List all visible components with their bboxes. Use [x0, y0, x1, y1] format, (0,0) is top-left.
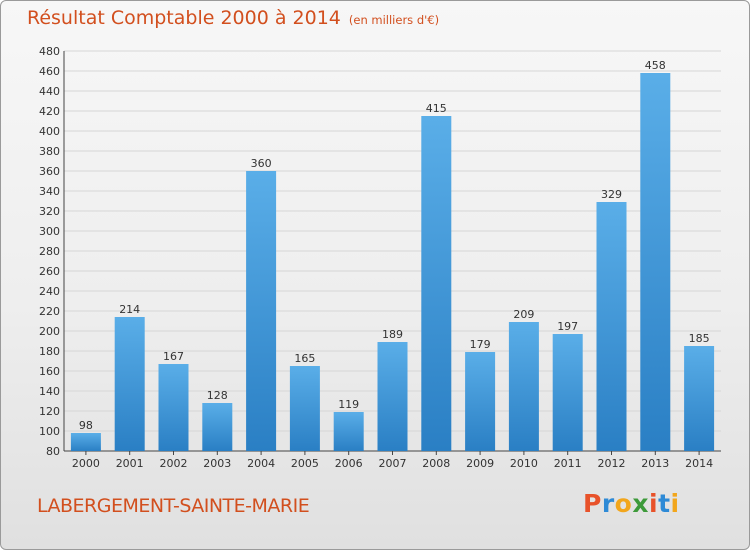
data-label: 415 [426, 102, 447, 115]
data-label: 128 [207, 389, 228, 402]
commune-name: LABERGEMENT-SAINTE-MARIE [37, 495, 310, 517]
y-tick-label: 140 [39, 385, 60, 398]
y-tick-label: 440 [39, 85, 60, 98]
logo-letter: t [658, 489, 671, 518]
bar [289, 366, 320, 451]
y-tick-label: 380 [39, 145, 60, 158]
bar [246, 171, 277, 451]
data-label: 119 [338, 398, 359, 411]
y-tick-label: 260 [39, 265, 60, 278]
bar [508, 322, 539, 451]
y-tick-label: 300 [39, 225, 60, 238]
chart-title-main: Résultat Comptable 2000 à 2014 [27, 7, 341, 29]
x-tick-label: 2009 [466, 457, 494, 470]
bar [684, 346, 715, 451]
data-label: 197 [557, 320, 578, 333]
y-tick-label: 340 [39, 185, 60, 198]
x-tick-label: 2000 [72, 457, 100, 470]
bar [421, 116, 452, 451]
x-tick-label: 2005 [291, 457, 319, 470]
x-tick-label: 2006 [335, 457, 363, 470]
bar [552, 334, 583, 451]
y-tick-label: 220 [39, 305, 60, 318]
y-tick-label: 420 [39, 105, 60, 118]
bar [158, 364, 189, 451]
y-tick-label: 360 [39, 165, 60, 178]
bar [333, 412, 364, 451]
data-label: 209 [513, 308, 534, 321]
data-label: 179 [470, 338, 491, 351]
data-label: 360 [251, 157, 272, 170]
x-tick-label: 2014 [685, 457, 713, 470]
y-tick-label: 200 [39, 325, 60, 338]
data-label: 214 [119, 303, 140, 316]
bar [377, 342, 408, 451]
x-tick-label: 2003 [203, 457, 231, 470]
logo-letter: x [632, 489, 649, 518]
logo-letter: i [670, 489, 680, 518]
y-tick-label: 120 [39, 405, 60, 418]
y-tick-label: 480 [39, 45, 60, 58]
x-tick-label: 2001 [116, 457, 144, 470]
data-label: 189 [382, 328, 403, 341]
data-label: 167 [163, 350, 184, 363]
x-tick-label: 2007 [379, 457, 407, 470]
data-label: 185 [689, 332, 710, 345]
x-tick-label: 2008 [422, 457, 450, 470]
bar [465, 352, 496, 451]
y-tick-label: 280 [39, 245, 60, 258]
y-tick-label: 80 [46, 445, 60, 458]
y-tick-label: 320 [39, 205, 60, 218]
x-tick-label: 2013 [641, 457, 669, 470]
y-tick-label: 460 [39, 65, 60, 78]
chart-title-unit: (en milliers d'€) [348, 13, 440, 27]
chart-title: Résultat Comptable 2000 à 2014 (en millie… [27, 7, 439, 29]
y-tick-label: 180 [39, 345, 60, 358]
x-tick-label: 2004 [247, 457, 275, 470]
bar [640, 73, 671, 451]
logo-letter: r [601, 489, 615, 518]
data-label: 98 [79, 419, 93, 432]
bar [114, 317, 145, 451]
logo-letter: P [583, 489, 602, 518]
x-tick-label: 2012 [598, 457, 626, 470]
bar [202, 403, 233, 451]
x-tick-label: 2011 [554, 457, 582, 470]
y-tick-label: 240 [39, 285, 60, 298]
data-label: 458 [645, 59, 666, 72]
x-tick-label: 2002 [160, 457, 188, 470]
proxiti-logo: Proxiti [583, 489, 680, 518]
y-tick-label: 100 [39, 425, 60, 438]
x-tick-label: 2010 [510, 457, 538, 470]
y-tick-label: 160 [39, 365, 60, 378]
data-label: 165 [294, 352, 315, 365]
y-tick-label: 400 [39, 125, 60, 138]
bar [596, 202, 627, 451]
logo-letter: i [649, 489, 659, 518]
logo-letter: o [614, 489, 633, 518]
data-label: 329 [601, 188, 622, 201]
bar [70, 433, 101, 451]
